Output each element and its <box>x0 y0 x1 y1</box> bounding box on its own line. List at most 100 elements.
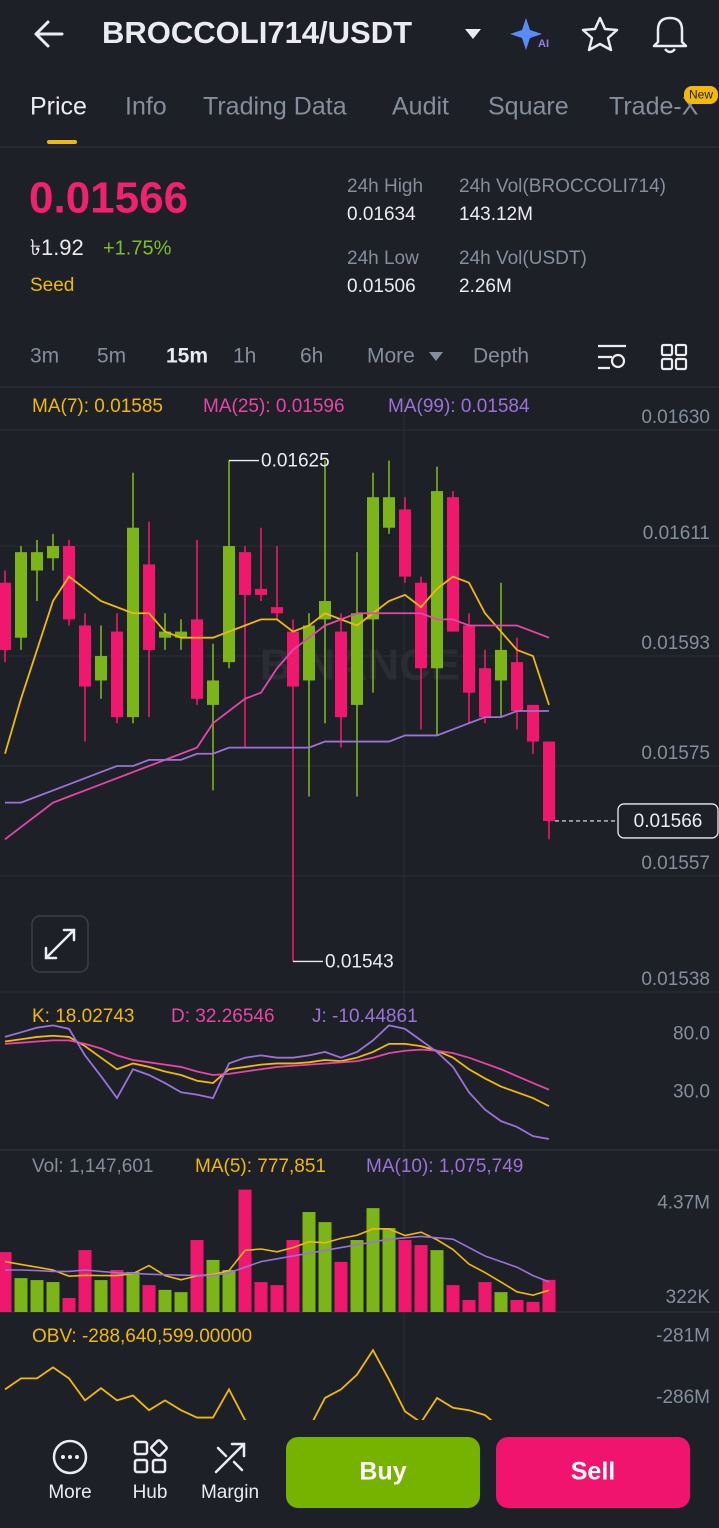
margin-button[interactable]: Margin <box>201 1442 259 1503</box>
interval[interactable]: 1h <box>233 345 256 368</box>
volume-bar <box>398 1240 412 1312</box>
margin-label: Margin <box>201 1482 259 1503</box>
interval[interactable]: 6h <box>300 345 323 368</box>
candle-body <box>511 662 523 711</box>
candle-body <box>0 582 11 650</box>
candle-body <box>15 552 27 638</box>
candle-body <box>271 607 283 614</box>
sell-button[interactable] <box>496 1437 690 1508</box>
candle-body <box>127 527 139 718</box>
y-tick-label: 0.01538 <box>641 969 710 990</box>
tab[interactable]: Square <box>488 93 569 121</box>
legend-entry: D: 32.26546 <box>171 1006 275 1027</box>
volume-bar <box>542 1279 556 1312</box>
tab[interactable]: Price <box>30 93 87 121</box>
last-price: 0.01566 <box>29 174 188 223</box>
pair-title[interactable]: BROCCOLI714/USDT <box>102 15 412 50</box>
interval-more[interactable]: More <box>367 345 415 368</box>
candle-body <box>95 656 107 681</box>
indicator-settings[interactable] <box>598 344 626 370</box>
indicator-lines <box>4 1348 493 1420</box>
tab[interactable]: Info <box>125 93 167 121</box>
tab[interactable]: Trading Data <box>203 93 347 121</box>
y-tick-label: 0.01611 <box>643 523 710 544</box>
candle-body <box>47 546 59 559</box>
alert-button[interactable] <box>652 16 688 54</box>
volume-bar <box>158 1289 172 1312</box>
interval[interactable]: 3m <box>30 345 59 368</box>
tab[interactable]: Trade-X <box>609 93 699 121</box>
volume-bar <box>494 1292 508 1312</box>
seed-tag[interactable]: Seed <box>30 275 74 296</box>
favorite-button[interactable] <box>581 16 619 52</box>
depth-tab[interactable]: Depth <box>473 345 529 368</box>
y-tick-label: 80.0 <box>673 1024 710 1045</box>
volume-bar <box>430 1250 444 1312</box>
candle-body <box>223 546 235 663</box>
hub-label: Hub <box>133 1482 168 1503</box>
volume-bar <box>78 1250 92 1312</box>
ma-line <box>4 612 550 840</box>
stat-label: 24h Vol(USDT) <box>459 248 587 269</box>
layout-button[interactable] <box>660 343 688 371</box>
new-badge <box>684 86 718 104</box>
candle-body <box>31 552 43 571</box>
buy-button[interactable] <box>286 1437 480 1508</box>
tab[interactable]: Audit <box>392 93 449 121</box>
indicator-line <box>4 1039 550 1091</box>
volume-ma-line <box>5 1235 550 1283</box>
volume-bar <box>382 1228 396 1312</box>
legend-entry: MA(25): 0.01596 <box>203 396 345 417</box>
candle-body <box>463 625 475 693</box>
y-tick-label: 0.01630 <box>641 407 710 428</box>
candle-body <box>191 619 203 699</box>
candle-body <box>111 631 123 718</box>
legend-entry: MA(10): 1,075,749 <box>366 1156 523 1177</box>
volume-bar <box>30 1280 44 1312</box>
stat-value: 143.12M <box>459 204 533 225</box>
volume-bar <box>174 1292 188 1312</box>
volume-bar <box>478 1282 492 1312</box>
extreme-label: 0.01543 <box>325 951 394 972</box>
volume-bar <box>110 1270 124 1312</box>
candle-body <box>63 546 75 620</box>
candle-body <box>207 680 219 705</box>
indicator-line <box>4 1348 493 1420</box>
interval-active[interactable]: 15m <box>166 345 208 368</box>
y-tick-label: -281M <box>656 1326 710 1347</box>
ai-button[interactable]: AI <box>510 18 549 50</box>
candle-body <box>143 564 155 650</box>
volume-bar <box>46 1282 60 1312</box>
volume-bar <box>286 1240 300 1312</box>
volume-bar <box>254 1282 268 1312</box>
volume-bar <box>270 1285 284 1312</box>
candle-body <box>479 668 491 718</box>
y-tick-label: 30.0 <box>673 1081 710 1102</box>
interval[interactable]: 5m <box>97 345 126 368</box>
more-button[interactable]: More <box>48 1439 92 1503</box>
fullscreen-button[interactable] <box>31 915 89 973</box>
volume-bar <box>462 1299 476 1312</box>
candle-body <box>335 631 347 718</box>
legend-entry: MA(5): 777,851 <box>195 1156 326 1177</box>
volume-bar <box>446 1285 460 1312</box>
legend-entry: MA(7): 0.01585 <box>32 396 163 417</box>
legend-entry: K: 18.02743 <box>32 1006 134 1027</box>
volume-bar <box>526 1301 540 1312</box>
y-tick-label: 0.01593 <box>641 633 710 654</box>
candles <box>0 460 555 962</box>
candle-body <box>255 588 267 595</box>
fiat-price: ৳1.92 <box>30 235 84 260</box>
stat-value: 0.01634 <box>347 204 416 225</box>
y-tick-label: 0.01557 <box>641 853 710 874</box>
hub-button[interactable]: Hub <box>133 1439 168 1504</box>
back-button[interactable] <box>34 20 64 48</box>
pair-dropdown[interactable] <box>465 29 481 39</box>
candle-body <box>159 631 171 638</box>
stat-label: 24h High <box>347 176 423 197</box>
extreme-label: 0.01625 <box>261 451 330 472</box>
candle-body <box>415 582 427 669</box>
candle-body <box>367 497 379 620</box>
volume-bar <box>94 1280 108 1312</box>
